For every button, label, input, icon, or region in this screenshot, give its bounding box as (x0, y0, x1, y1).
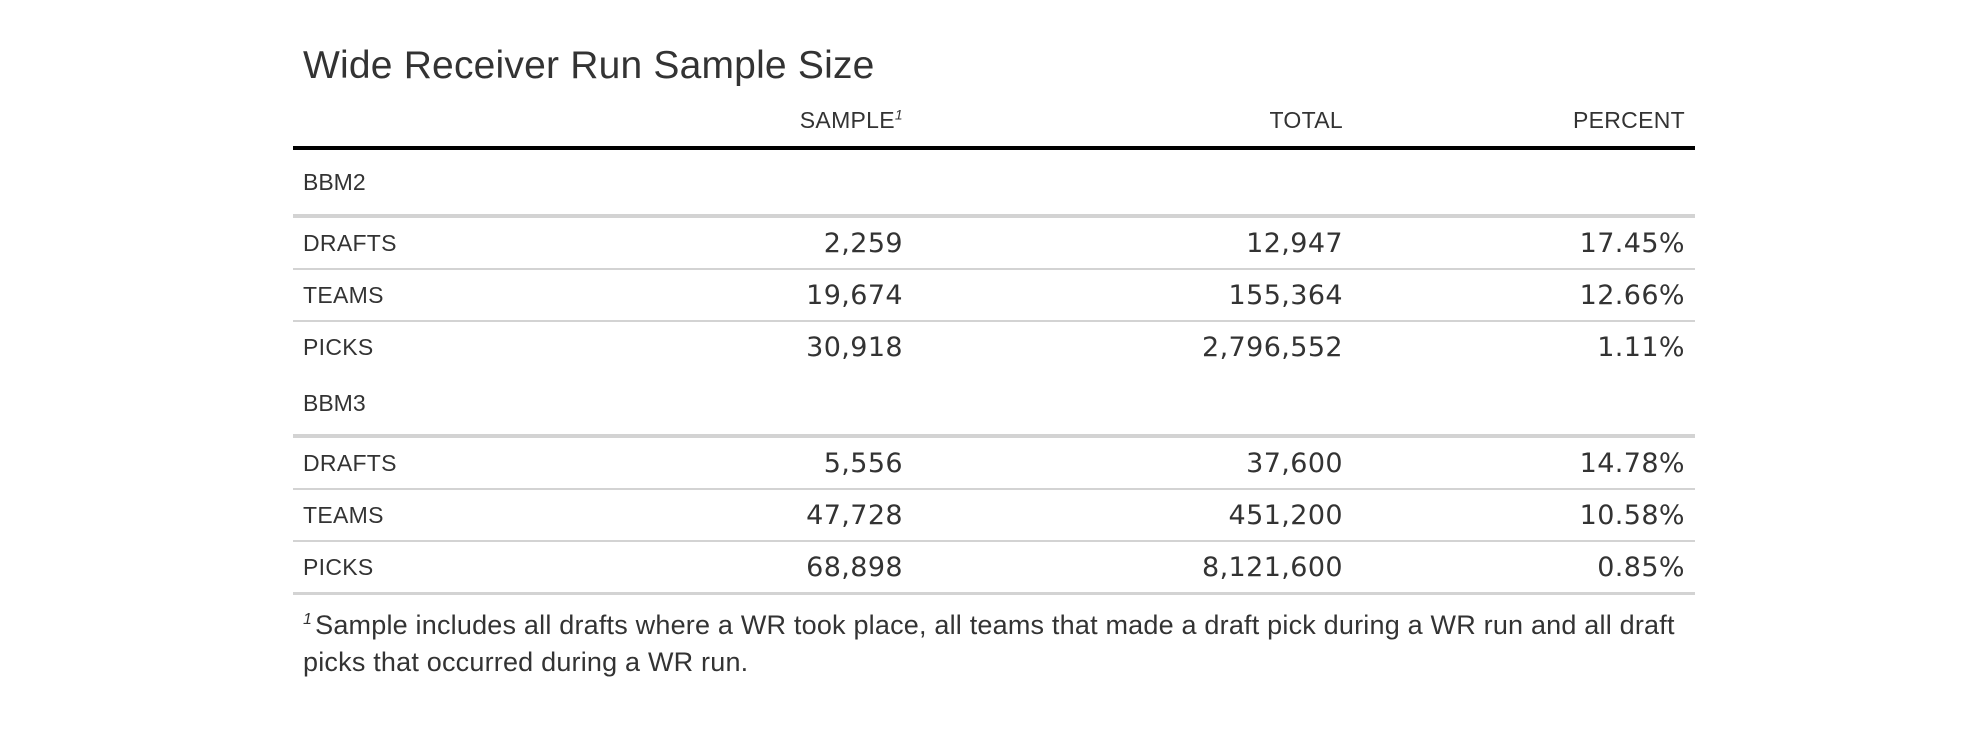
total-cell: 8,121,600 (913, 541, 1353, 595)
group-label: BBM2 (293, 148, 1695, 218)
row-label: TEAMS (293, 269, 633, 322)
table-row: DRAFTS 5,556 37,600 14.78% (293, 436, 1695, 490)
header-row: SAMPLE1 TOTAL PERCENT (293, 96, 1695, 150)
footnote-text: Sample includes all drafts where a WR to… (303, 610, 1675, 677)
total-cell: 12,947 (913, 216, 1353, 270)
column-header-total: TOTAL (913, 96, 1353, 150)
row-label: TEAMS (293, 489, 633, 542)
table-title: Wide Receiver Run Sample Size (303, 44, 875, 87)
table-row: PICKS 30,918 2,796,552 1.11% (293, 321, 1695, 372)
sample-cell: 30,918 (806, 331, 903, 363)
sample-header-text: SAMPLE (799, 107, 895, 133)
group-label: BBM3 (293, 372, 1695, 438)
footnote-mark: 1 (894, 106, 903, 123)
percent-cell: 12.66% (1353, 269, 1695, 322)
percent-cell: 0.85% (1353, 541, 1695, 595)
row-label: DRAFTS (293, 436, 633, 490)
row-label: PICKS (303, 333, 374, 360)
row-label: DRAFTS (293, 216, 633, 270)
table-row: PICKS 68,898 8,121,600 0.85% (293, 541, 1695, 595)
column-header-label (293, 96, 633, 150)
sample-cell: 47,728 (633, 489, 913, 542)
total-cell: 37,600 (913, 436, 1353, 490)
footnote-mark: 1 (303, 611, 313, 628)
total-cell: 155,364 (913, 269, 1353, 322)
percent-cell: 10.58% (1353, 489, 1695, 542)
percent-cell: 14.78% (1353, 436, 1695, 490)
table-footnote: 1 Sample includes all drafts where a WR t… (293, 595, 1695, 681)
total-cell: 451,200 (913, 489, 1353, 542)
total-cell: 2,796,552 (1201, 331, 1343, 363)
column-header-sample: SAMPLE1 (633, 96, 913, 150)
sample-cell: 2,259 (633, 216, 913, 270)
sample-cell: 5,556 (633, 436, 913, 490)
column-header-percent: PERCENT (1353, 96, 1695, 150)
percent-cell: 1.11% (1597, 331, 1685, 363)
group-row-bbm3: BBM3 (293, 372, 1695, 438)
table-container: Wide Receiver Run Sample Size SAMPLE1 TO… (293, 40, 1695, 681)
row-label: PICKS (293, 541, 633, 595)
sample-cell: 19,674 (633, 269, 913, 322)
table-row: TEAMS 19,674 155,364 12.66% (293, 269, 1695, 322)
table-row: DRAFTS 2,259 12,947 17.45% (293, 216, 1695, 270)
percent-cell: 17.45% (1353, 216, 1695, 270)
sample-size-table: SAMPLE1 TOTAL PERCENT BBM2 DRAFTS 2,259 … (293, 96, 1695, 595)
table-row: TEAMS 47,728 451,200 10.58% (293, 489, 1695, 542)
group-row-bbm2: BBM2 (293, 148, 1695, 218)
sample-cell: 68,898 (633, 541, 913, 595)
